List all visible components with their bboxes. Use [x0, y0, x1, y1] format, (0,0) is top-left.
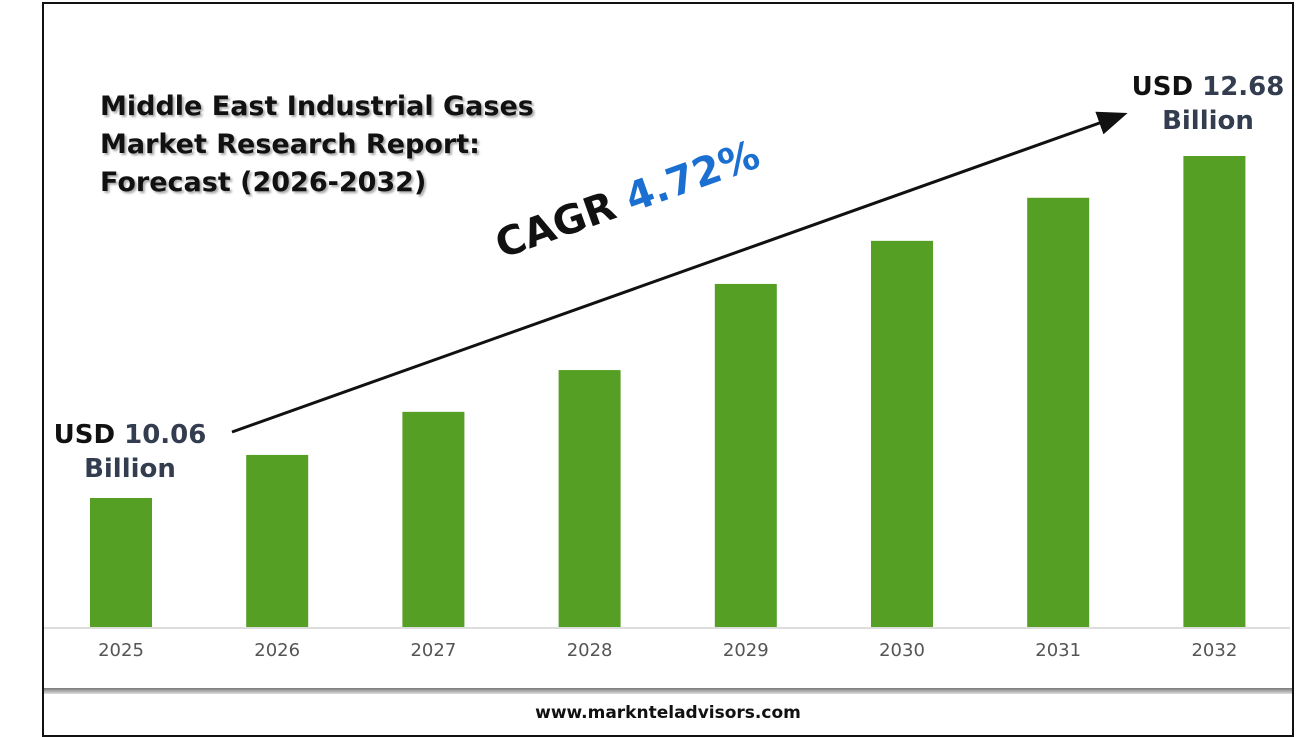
chart-title: Middle East Industrial Gases Market Rese…: [100, 91, 534, 198]
bar-2027: [402, 411, 465, 627]
bar-2026: [246, 454, 309, 627]
bar-2031: [1027, 197, 1090, 627]
bar-2025: [90, 498, 152, 627]
bar-2032: [1183, 156, 1246, 627]
x-tick-label: 2032: [1191, 640, 1238, 661]
end-value-label: USD 12.68 Billion: [1131, 72, 1285, 136]
website-link[interactable]: www.marknteladvisors.com: [535, 703, 801, 723]
x-tick-label: 2028: [566, 640, 613, 661]
x-tick-label: 2029: [722, 640, 769, 661]
x-axis-line: [44, 627, 1290, 629]
bar-2030: [871, 240, 933, 627]
footer-divider: [44, 688, 1292, 694]
x-tick-label: 2027: [410, 640, 457, 661]
x-tick-label: 2030: [879, 640, 925, 661]
growth-arrow: [231, 111, 1128, 434]
x-tick-label: 2025: [98, 640, 144, 661]
chart-frame: [42, 2, 1294, 737]
x-tick-label: 2031: [1035, 640, 1082, 661]
x-tick-label: 2026: [254, 640, 301, 661]
bar-2028: [558, 370, 621, 627]
bar-2029: [714, 283, 777, 627]
start-value-label: USD 10.06 Billion: [53, 420, 207, 484]
